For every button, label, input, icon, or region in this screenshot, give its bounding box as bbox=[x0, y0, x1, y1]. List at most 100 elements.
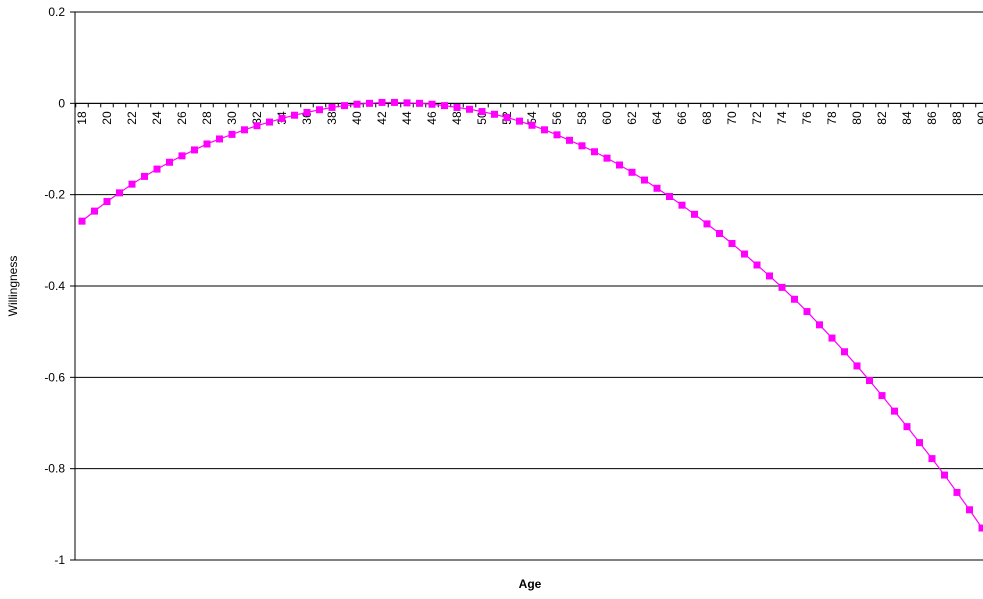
data-point bbox=[353, 100, 361, 108]
x-tick-label: 30 bbox=[225, 111, 239, 125]
data-point bbox=[866, 377, 873, 385]
data-point bbox=[741, 250, 748, 258]
data-point bbox=[703, 220, 711, 228]
y-tick-label: 0 bbox=[58, 96, 65, 110]
data-point bbox=[428, 100, 436, 108]
data-point bbox=[628, 168, 636, 176]
data-point bbox=[303, 108, 311, 116]
data-point bbox=[678, 201, 686, 209]
x-tick-label: 38 bbox=[325, 111, 339, 125]
data-point bbox=[153, 165, 161, 173]
x-tick-label: 20 bbox=[100, 111, 114, 125]
x-tick-label: 54 bbox=[525, 111, 539, 125]
data-point bbox=[716, 229, 723, 237]
data-point bbox=[391, 98, 398, 106]
x-tick-label: 66 bbox=[675, 111, 689, 125]
data-point bbox=[841, 348, 848, 356]
data-point bbox=[441, 102, 448, 110]
data-point bbox=[878, 392, 886, 400]
data-point bbox=[453, 103, 461, 111]
x-tick-label: 70 bbox=[725, 111, 739, 125]
data-point bbox=[803, 308, 811, 316]
data-point bbox=[291, 111, 298, 119]
data-point bbox=[216, 135, 223, 143]
data-point bbox=[316, 106, 323, 114]
data-point bbox=[228, 130, 236, 138]
y-tick-label: -0.8 bbox=[44, 462, 65, 476]
data-point bbox=[78, 217, 86, 225]
x-tick-label: 78 bbox=[825, 111, 839, 125]
data-point bbox=[916, 439, 923, 447]
data-point bbox=[253, 122, 261, 130]
data-point bbox=[953, 488, 961, 496]
x-tick-label: 62 bbox=[625, 111, 639, 125]
y-tick-label: -0.2 bbox=[44, 188, 65, 202]
x-tick-labels: 1820222426283032343638404244464850525456… bbox=[75, 111, 983, 125]
data-point bbox=[766, 272, 773, 280]
x-tick-label: 64 bbox=[650, 111, 664, 125]
data-point bbox=[541, 126, 548, 134]
data-point bbox=[903, 423, 911, 431]
data-point bbox=[478, 108, 486, 116]
x-tick-label: 60 bbox=[600, 111, 614, 125]
data-point bbox=[328, 103, 336, 111]
x-tick-label: 28 bbox=[200, 111, 214, 125]
data-point bbox=[203, 140, 211, 148]
data-point bbox=[178, 152, 186, 160]
data-point bbox=[528, 121, 536, 129]
x-tick-label: 56 bbox=[550, 111, 564, 125]
data-point bbox=[366, 99, 373, 107]
x-tick-label: 26 bbox=[175, 111, 189, 125]
x-tick-label: 88 bbox=[950, 111, 964, 125]
data-point bbox=[516, 117, 523, 125]
x-tick-label: 46 bbox=[425, 111, 439, 125]
x-tick-label: 84 bbox=[900, 111, 914, 125]
x-axis-title: Age bbox=[519, 577, 542, 591]
data-point bbox=[616, 161, 623, 169]
x-tick-label: 18 bbox=[75, 111, 89, 125]
data-point bbox=[191, 146, 198, 154]
x-tick-label: 72 bbox=[750, 111, 764, 125]
x-tick-label: 32 bbox=[250, 111, 264, 125]
data-point bbox=[966, 506, 973, 514]
data-point bbox=[128, 180, 136, 188]
data-point bbox=[491, 110, 498, 118]
data-point bbox=[103, 198, 111, 206]
data-point bbox=[853, 362, 861, 370]
data-point bbox=[241, 126, 248, 134]
data-point bbox=[591, 148, 598, 156]
x-tick-label: 82 bbox=[875, 111, 889, 125]
data-point bbox=[941, 471, 948, 479]
data-point bbox=[891, 407, 898, 415]
data-point bbox=[416, 99, 423, 107]
data-point bbox=[116, 189, 123, 197]
x-tick-label: 90 bbox=[975, 111, 983, 125]
data-point bbox=[978, 524, 983, 532]
data-point bbox=[91, 207, 98, 215]
y-tick-label: 0.2 bbox=[48, 5, 65, 19]
data-point bbox=[278, 114, 286, 122]
gridlines bbox=[75, 11, 983, 561]
x-tick-label: 80 bbox=[850, 111, 864, 125]
x-tick-label: 74 bbox=[775, 111, 789, 125]
data-point bbox=[603, 154, 611, 162]
data-point bbox=[728, 240, 736, 248]
data-point bbox=[641, 176, 648, 184]
data-point bbox=[691, 210, 698, 218]
x-tick-label: 24 bbox=[150, 111, 164, 125]
y-tick-labels: 0.2 0 -0.2 -0.4 -0.6 -0.8 -1 bbox=[44, 5, 65, 567]
series-line bbox=[81, 101, 983, 529]
data-point bbox=[141, 172, 148, 180]
x-tick-label: 22 bbox=[125, 111, 139, 125]
data-series bbox=[78, 98, 983, 532]
data-point bbox=[378, 98, 386, 106]
data-point bbox=[341, 102, 348, 110]
y-tick-label: -0.4 bbox=[44, 279, 65, 293]
data-point bbox=[828, 334, 836, 342]
x-tick-label: 68 bbox=[700, 111, 714, 125]
data-point bbox=[403, 99, 411, 107]
data-point bbox=[566, 136, 573, 144]
x-tick-label: 44 bbox=[400, 111, 414, 125]
